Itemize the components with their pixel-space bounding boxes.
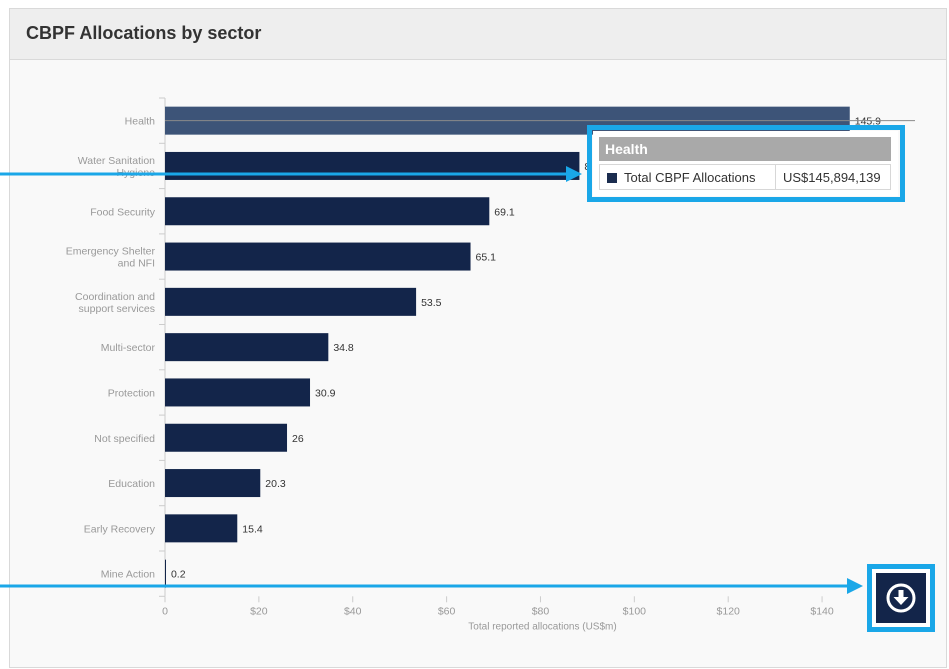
bar (165, 197, 490, 226)
data-label: 34.8 (333, 342, 354, 354)
data-label: 145.9 (855, 116, 881, 128)
data-label: 0.2 (171, 569, 186, 581)
category-label: Emergency Shelter and NFI (66, 246, 156, 270)
bar (165, 151, 580, 180)
x-tick-label: $100 (623, 605, 647, 617)
data-label: 26 (292, 433, 304, 445)
category-label: Protection (108, 387, 155, 399)
x-tick-label: $80 (532, 605, 550, 617)
data-label: 20.3 (265, 478, 286, 490)
data-label: 69.1 (494, 206, 515, 218)
x-tick-label: 0 (162, 605, 168, 617)
download-icon (886, 583, 916, 613)
x-tick-label: $60 (438, 605, 456, 617)
x-tick-label: $120 (717, 605, 741, 617)
bar (165, 423, 288, 452)
category-label: Mine Action (101, 569, 155, 581)
data-label: 65.1 (476, 252, 497, 264)
data-label: 8 (584, 161, 590, 173)
tooltip-header: Health (599, 137, 891, 161)
bar (165, 514, 238, 543)
tooltip-divider (775, 165, 776, 189)
category-label: Education (108, 478, 155, 490)
category-label: Food Security (90, 206, 156, 218)
x-axis-title: Total reported allocations (US$m) (468, 621, 616, 632)
category-label: Water SanitationHygiene (78, 155, 155, 179)
bar (165, 378, 311, 407)
panel-title: CBPF Allocations by sector (26, 23, 262, 43)
download-highlight-frame (867, 564, 935, 632)
bar (165, 287, 417, 316)
category-label: Not specified (94, 433, 155, 445)
x-tick-label: $20 (250, 605, 268, 617)
tooltip-series-swatch (607, 173, 617, 183)
data-label: 53.5 (421, 297, 442, 309)
x-tick-label: $140 (810, 605, 834, 617)
tooltip-value: US$145,894,139 (783, 170, 881, 185)
bar (165, 333, 329, 362)
category-label: Health (125, 116, 156, 128)
panel-header: CBPF Allocations by sector (10, 9, 946, 60)
category-label: Early Recovery (84, 523, 156, 535)
x-tick-label: $40 (344, 605, 362, 617)
data-label: 15.4 (242, 523, 263, 535)
download-button[interactable] (876, 573, 926, 623)
tooltip-row: Total CBPF Allocations US$145,894,139 (599, 164, 891, 190)
chart-tooltip: Health Total CBPF Allocations US$145,894… (593, 131, 898, 196)
bar (165, 242, 471, 271)
annotation-arrowhead (566, 166, 582, 182)
data-label: 30.9 (315, 387, 336, 399)
bar (165, 469, 261, 498)
bar (165, 559, 166, 588)
annotation-arrowhead (847, 578, 863, 594)
category-label: Multi-sector (101, 342, 156, 354)
tooltip-series-label: Total CBPF Allocations (624, 170, 756, 185)
category-label: Coordination and support services (75, 291, 155, 315)
